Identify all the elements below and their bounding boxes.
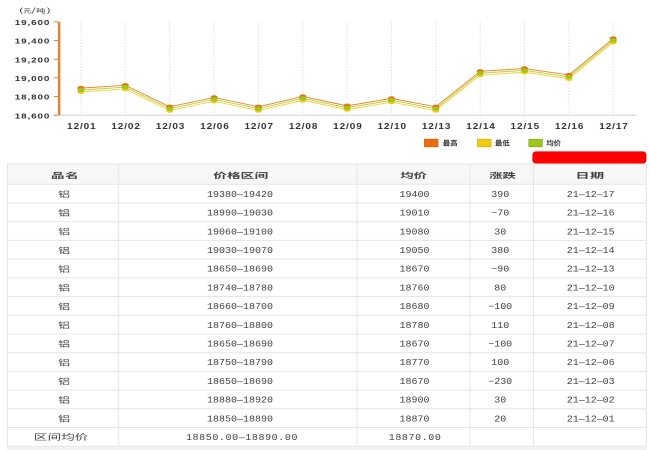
- svg-text:21—12—06: 21—12—06: [567, 358, 615, 368]
- svg-text:21—12—02: 21—12—02: [567, 395, 615, 405]
- svg-text:19060—19100: 19060—19100: [207, 227, 273, 237]
- svg-text:21—12—16: 21—12—16: [567, 208, 615, 218]
- svg-text:18780: 18780: [400, 320, 430, 330]
- svg-text:19,200: 19,200: [15, 56, 51, 64]
- svg-text:18650—18690: 18650—18690: [207, 339, 273, 349]
- svg-text:30: 30: [494, 227, 506, 237]
- svg-text:390: 390: [491, 189, 509, 199]
- svg-text:18,800: 18,800: [15, 93, 51, 101]
- svg-text:19030—19070: 19030—19070: [207, 246, 273, 256]
- svg-text:21—12—14: 21—12—14: [567, 246, 615, 256]
- svg-text:12/14: 12/14: [466, 122, 496, 131]
- svg-text:100: 100: [491, 358, 509, 368]
- svg-text:18750—18790: 18750—18790: [207, 358, 273, 368]
- svg-text:18850.00—18890.00: 18850.00—18890.00: [186, 433, 298, 443]
- svg-text:19,400: 19,400: [15, 37, 51, 45]
- svg-text:19,000: 19,000: [15, 74, 51, 82]
- svg-text:18850—18890: 18850—18890: [207, 414, 273, 424]
- svg-text:18900: 18900: [400, 395, 430, 405]
- svg-text:12/02: 12/02: [111, 122, 141, 131]
- svg-text:18760—18800: 18760—18800: [207, 320, 273, 330]
- svg-text:18740—18780: 18740—18780: [207, 283, 273, 293]
- svg-text:19400: 19400: [400, 189, 430, 199]
- svg-text:21—12—08: 21—12—08: [567, 320, 615, 330]
- svg-text:30: 30: [494, 395, 506, 405]
- svg-text:18770: 18770: [400, 358, 430, 368]
- svg-text:12/13: 12/13: [422, 122, 452, 131]
- svg-text:19380—19420: 19380—19420: [207, 189, 273, 199]
- svg-text:19050: 19050: [400, 246, 430, 256]
- svg-text:−230: −230: [488, 377, 512, 387]
- svg-text:18650—18690: 18650—18690: [207, 377, 273, 387]
- svg-text:21—12—15: 21—12—15: [567, 227, 615, 237]
- svg-text:21—12—13: 21—12—13: [567, 264, 615, 274]
- svg-text:21—12—17: 21—12—17: [567, 189, 615, 199]
- svg-text:12/03: 12/03: [156, 122, 186, 131]
- svg-text:110: 110: [491, 320, 509, 330]
- svg-text:18670: 18670: [400, 264, 430, 274]
- svg-text:21—12—09: 21—12—09: [567, 302, 615, 312]
- svg-text:18870: 18870: [400, 414, 430, 424]
- svg-text:18,600: 18,600: [15, 112, 51, 120]
- svg-text:21—12—01: 21—12—01: [567, 414, 615, 424]
- svg-text:18870.00: 18870.00: [389, 433, 442, 443]
- svg-text:−90: −90: [491, 264, 509, 274]
- svg-text:19080: 19080: [400, 227, 430, 237]
- svg-text:18650—18690: 18650—18690: [207, 264, 273, 274]
- svg-text:19,600: 19,600: [15, 18, 51, 26]
- svg-text:18880—18920: 18880—18920: [207, 395, 273, 405]
- svg-text:−100: −100: [488, 339, 512, 349]
- svg-text:19010: 19010: [400, 208, 430, 218]
- svg-text:18990—19030: 18990—19030: [207, 208, 273, 218]
- svg-text:−100: −100: [488, 302, 512, 312]
- svg-text:12/08: 12/08: [289, 122, 319, 131]
- svg-text:−70: −70: [491, 208, 509, 218]
- svg-text:12/01: 12/01: [67, 122, 97, 131]
- svg-text:80: 80: [494, 283, 506, 293]
- svg-text:21—12—03: 21—12—03: [567, 377, 615, 387]
- svg-text:12/16: 12/16: [555, 122, 585, 131]
- svg-text:12/10: 12/10: [377, 122, 407, 131]
- svg-text:18760: 18760: [400, 283, 430, 293]
- svg-text:18670: 18670: [400, 377, 430, 387]
- svg-text:20: 20: [494, 414, 506, 424]
- svg-text:12/17: 12/17: [599, 122, 629, 131]
- svg-text:12/15: 12/15: [511, 122, 541, 131]
- svg-text:380: 380: [491, 246, 509, 256]
- svg-text:18670: 18670: [400, 339, 430, 349]
- svg-text:12/09: 12/09: [333, 122, 363, 131]
- svg-text:18680: 18680: [400, 302, 430, 312]
- svg-text:12/07: 12/07: [244, 122, 274, 131]
- svg-text:18660—18700: 18660—18700: [207, 302, 273, 312]
- svg-text:12/06: 12/06: [200, 122, 230, 131]
- svg-text:21—12—07: 21—12—07: [567, 339, 615, 349]
- svg-text:21—12—10: 21—12—10: [567, 283, 615, 293]
